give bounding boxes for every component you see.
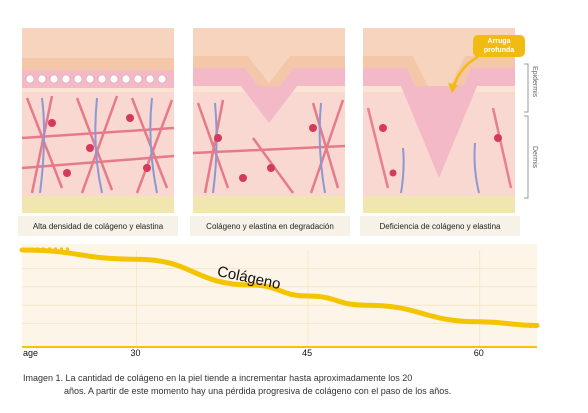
x-tick-label: 30 — [130, 348, 141, 358]
caption-line-2: años. A partir de este momento hay una p… — [64, 386, 452, 396]
x-tick-label: 60 — [473, 348, 484, 358]
x-tick-label: 45 — [302, 348, 313, 358]
caption-line-1: Imagen 1. La cantidad de colágeno en la … — [23, 373, 413, 383]
panel-caption-healthy: Alta densidad de colágeno y elastina — [18, 216, 178, 236]
skin-illustration-healthy — [22, 28, 174, 213]
skin-illustration-degrading — [193, 28, 345, 213]
deep-wrinkle-callout: Arruga profunda — [473, 35, 525, 57]
panel-caption-deficient: Deficiencia de colágeno y elastina — [360, 216, 520, 236]
callout-arrow-icon — [448, 55, 479, 93]
panel-caption-degrading: Colágeno y elastina en degradación — [190, 216, 350, 236]
callout-line-2: profunda — [483, 47, 515, 54]
x-axis-label: age — [23, 348, 39, 358]
collagen-chart: Colágeno — [19, 244, 540, 348]
collagen-line — [19, 247, 540, 328]
epidermis-label: Epidermis — [531, 66, 538, 98]
figure-caption: Imagen 1. La cantidad de colágeno en la … — [23, 372, 578, 398]
collagen-series — [19, 247, 540, 328]
chart-background — [22, 244, 537, 347]
callout-line-1: Arruga — [487, 38, 511, 45]
dermis-label: Dermis — [531, 146, 538, 169]
layer-bracket — [524, 63, 529, 199]
